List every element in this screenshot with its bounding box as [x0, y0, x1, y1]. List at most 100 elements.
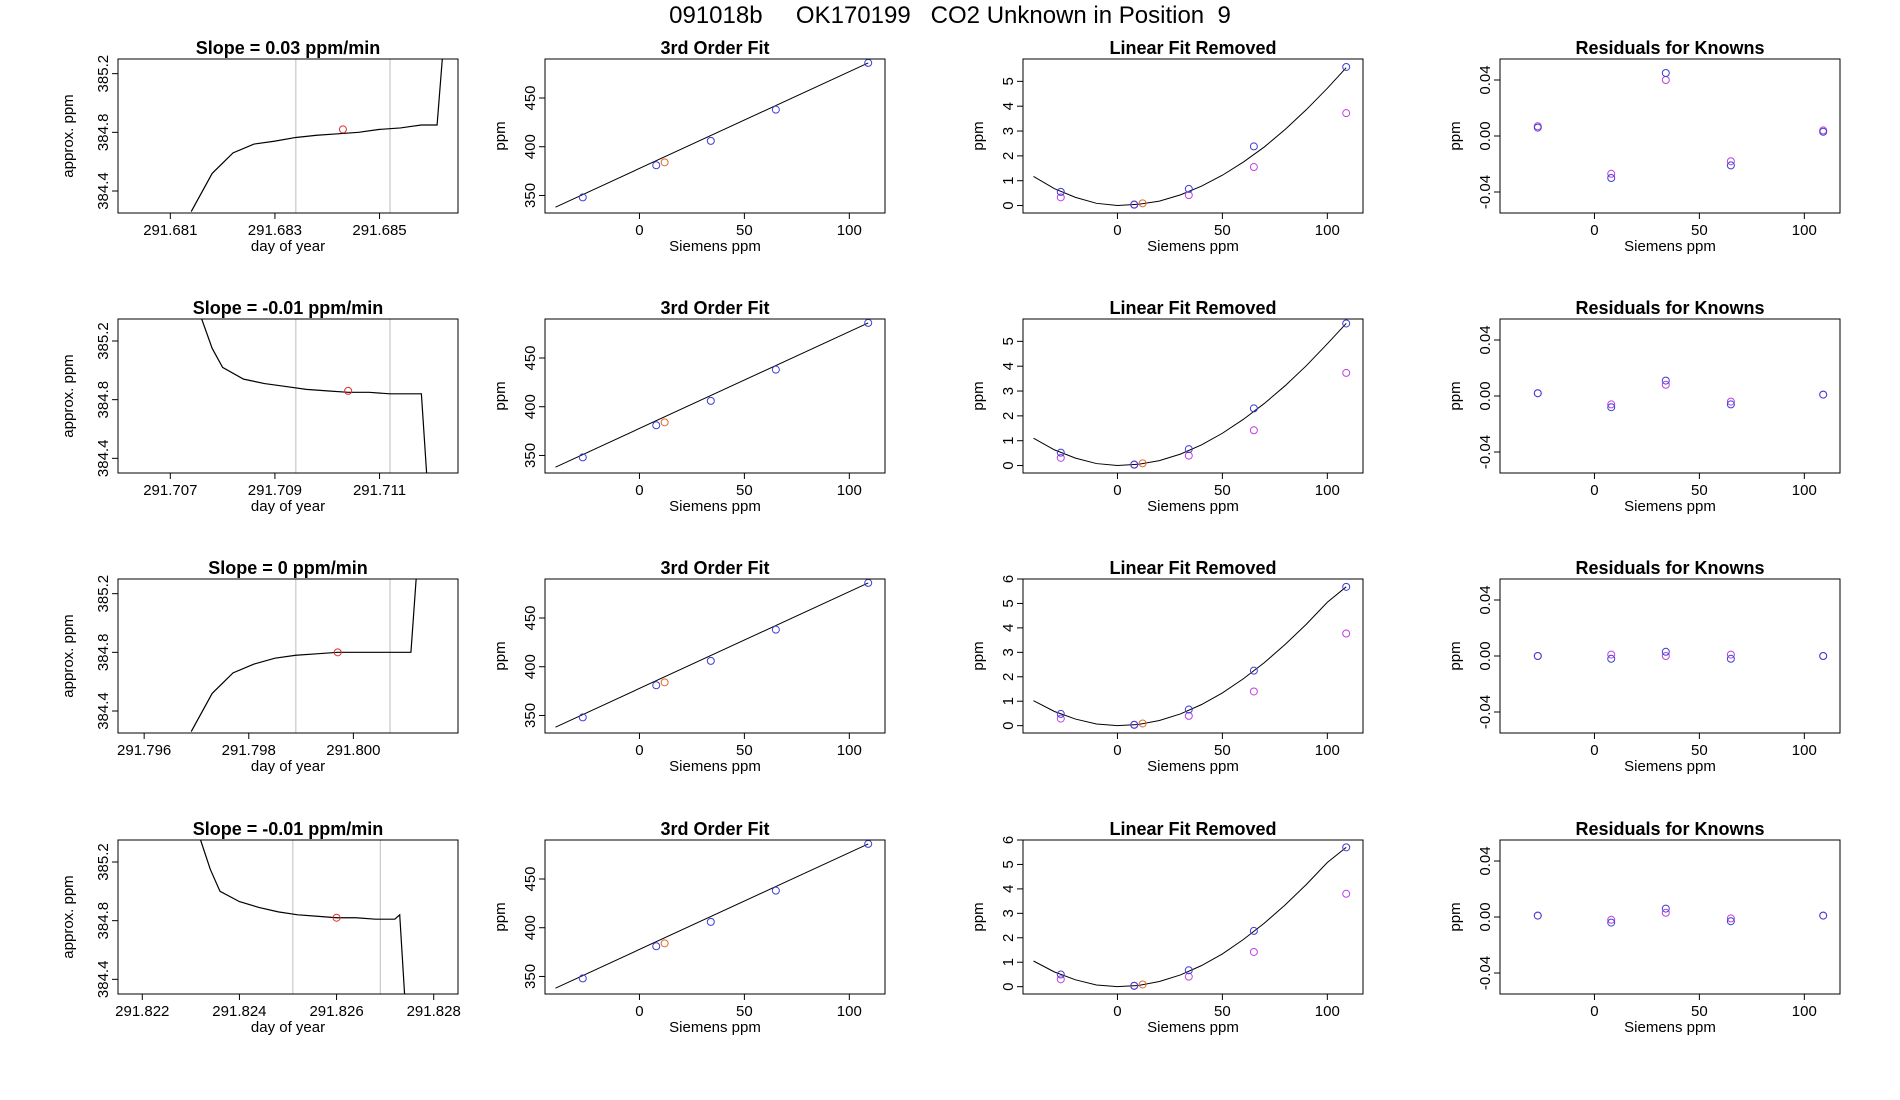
plot-marks	[1533, 69, 1828, 182]
panel-r4-c3: Linear Fit Removed 0 50 100 Siemens ppm 0 1 2 3 4…	[970, 819, 1364, 1036]
plot-marks	[190, 59, 443, 212]
panel-title: Residuals for Knowns	[1575, 819, 1764, 839]
x-tick-label: 50	[1214, 742, 1231, 759]
panel-r3-c3: Linear Fit Removed 0 50 100 Siemens ppm 0 1 2 3 4…	[970, 558, 1364, 775]
x-tick-label: 100	[1315, 482, 1340, 499]
y-tick-label: 450	[522, 605, 539, 630]
known-point	[1726, 161, 1735, 170]
concentration-trace	[190, 59, 443, 212]
x-axis-label: Siemens ppm	[669, 758, 761, 775]
x-axis-label: Siemens ppm	[1147, 238, 1239, 255]
y-tick-label: -0.04	[1477, 435, 1494, 469]
y-tick-label: 0.00	[1477, 381, 1494, 410]
plot-marks	[555, 319, 873, 468]
known-point	[771, 365, 780, 374]
magenta-point	[1726, 157, 1735, 166]
known-point	[578, 193, 587, 202]
x-tick-label: 0	[635, 482, 643, 499]
x-axis-label: Siemens ppm	[1147, 758, 1239, 775]
magenta-point	[1184, 972, 1193, 981]
x-tick-label: 291.683	[248, 222, 302, 239]
y-tick-label: 3	[1000, 387, 1017, 395]
plot-marks	[190, 579, 417, 732]
y-tick-label: 5	[1000, 599, 1017, 607]
known-point	[1130, 460, 1139, 469]
magenta-point	[1249, 687, 1258, 696]
y-tick-label: 385.2	[95, 55, 112, 93]
x-axis-label: day of year	[251, 758, 325, 775]
magenta-point	[1342, 109, 1351, 118]
known-point	[706, 396, 715, 405]
x-tick-label: 100	[1792, 1003, 1817, 1020]
y-tick-label: 2	[1000, 152, 1017, 160]
panel-title: 3rd Order Fit	[660, 38, 769, 58]
panel-r2-c2: 3rd Order Fit 0 50 100 Siemens ppm 350 400 450 p…	[492, 298, 886, 515]
y-tick-label: 400	[522, 134, 539, 159]
x-tick-label: 100	[837, 482, 862, 499]
magenta-point	[1056, 193, 1065, 202]
magenta-point	[1607, 915, 1616, 924]
y-tick-label: 0	[1000, 461, 1017, 469]
panel-r1-c1: Slope = 0.03 ppm/min 291.681 291.683 291.68…	[60, 38, 459, 255]
y-tick-label: 384.4	[95, 172, 112, 210]
unknown-point	[1138, 199, 1147, 208]
fit-curve	[1033, 323, 1347, 467]
y-tick-label: 0	[1000, 201, 1017, 209]
fit-line	[555, 322, 869, 468]
known-point	[652, 681, 661, 690]
magenta-point	[1184, 711, 1193, 720]
y-tick-label: 3	[1000, 909, 1017, 917]
x-tick-label: 0	[1590, 222, 1598, 239]
panel-title: Slope = -0.01 ppm/min	[193, 819, 384, 839]
known-point	[1249, 666, 1258, 675]
y-tick-label: 2	[1000, 412, 1017, 420]
y-tick-label: 385.2	[95, 843, 112, 881]
known-point	[706, 656, 715, 665]
concentration-trace	[201, 319, 428, 473]
known-point	[1184, 705, 1193, 714]
known-point	[1342, 843, 1351, 852]
known-point	[1533, 652, 1542, 660]
y-tick-label: 400	[522, 654, 539, 679]
magenta-point	[1342, 629, 1351, 638]
y-tick-label: 0.04	[1477, 325, 1494, 354]
y-tick-label: 350	[522, 964, 539, 989]
plot-marks	[1033, 582, 1351, 729]
known-point	[1249, 404, 1258, 413]
known-point	[1130, 981, 1139, 990]
y-tick-label: 2	[1000, 934, 1017, 942]
panel-title: Residuals for Knowns	[1575, 298, 1764, 318]
plot-frame	[544, 578, 886, 734]
x-axis-label: Siemens ppm	[669, 1019, 761, 1036]
magenta-point	[1184, 451, 1193, 460]
known-point	[1533, 123, 1542, 132]
unknown-point	[660, 158, 669, 167]
y-tick-label: 4	[1000, 885, 1017, 893]
known-point	[1056, 709, 1065, 718]
plot-marks	[201, 319, 428, 473]
known-point	[706, 917, 715, 926]
panel-title: Residuals for Knowns	[1575, 558, 1764, 578]
y-axis-label: approx. ppm	[60, 614, 77, 697]
x-tick-label: 50	[1691, 482, 1708, 499]
magenta-point	[1249, 163, 1258, 172]
y-tick-label: 5	[1000, 860, 1017, 868]
known-point	[1342, 582, 1351, 591]
x-tick-label: 0	[635, 1003, 643, 1020]
y-tick-label: 0.00	[1477, 902, 1494, 931]
mean-point	[338, 125, 347, 134]
known-point	[1533, 389, 1542, 398]
x-tick-label: 291.824	[212, 1003, 266, 1020]
x-tick-label: 50	[1691, 222, 1708, 239]
y-tick-label: 4	[1000, 102, 1017, 110]
panel-r2-c3: Linear Fit Removed 0 50 100 Siemens ppm 0 1 2 3 4…	[970, 298, 1364, 515]
y-tick-label: 1	[1000, 437, 1017, 445]
fit-curve	[1033, 67, 1347, 207]
y-tick-label: 400	[522, 915, 539, 940]
magenta-point	[1661, 76, 1670, 84]
known-point	[1726, 400, 1735, 409]
concentration-trace	[190, 579, 417, 732]
fit-curve	[1033, 846, 1347, 988]
known-point	[1661, 647, 1670, 656]
x-axis-label: Siemens ppm	[1624, 758, 1716, 775]
